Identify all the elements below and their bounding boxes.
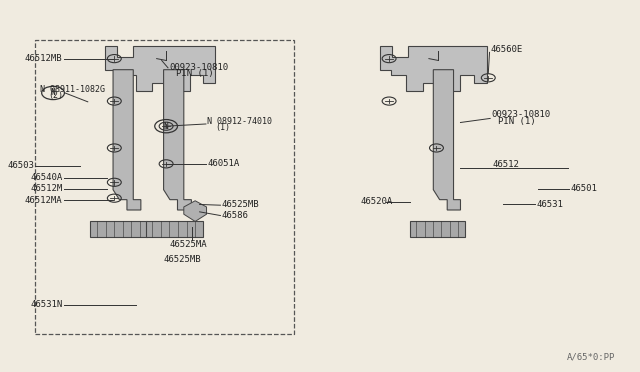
Polygon shape <box>105 46 216 91</box>
Polygon shape <box>184 201 207 221</box>
Text: 46051A: 46051A <box>207 159 239 169</box>
Text: 00923-10810: 00923-10810 <box>169 62 228 72</box>
Text: 46525MA: 46525MA <box>170 240 207 249</box>
Text: N: N <box>164 122 168 131</box>
Text: 46560E: 46560E <box>491 45 523 54</box>
Polygon shape <box>410 221 465 237</box>
Text: PIN (1): PIN (1) <box>498 116 536 125</box>
Polygon shape <box>146 221 203 237</box>
Text: 46512M: 46512M <box>30 184 63 193</box>
Polygon shape <box>433 70 460 210</box>
Text: 46512: 46512 <box>492 160 519 169</box>
Polygon shape <box>113 70 141 210</box>
Polygon shape <box>164 70 191 210</box>
Text: 46531N: 46531N <box>30 300 63 310</box>
Text: 46520A: 46520A <box>361 197 393 206</box>
Text: 46512MA: 46512MA <box>25 196 63 205</box>
Text: PIN (1): PIN (1) <box>175 69 213 78</box>
Text: N 08912-74010: N 08912-74010 <box>207 117 272 126</box>
Text: 46540A: 46540A <box>30 173 63 182</box>
Polygon shape <box>380 46 487 91</box>
Text: 46525MB: 46525MB <box>221 200 259 209</box>
Text: (1): (1) <box>216 123 230 132</box>
Text: N: N <box>51 89 56 97</box>
Text: 46525MB: 46525MB <box>164 254 201 264</box>
Text: 46531: 46531 <box>536 200 563 209</box>
Text: 46586: 46586 <box>221 211 248 220</box>
Text: 00923-10810: 00923-10810 <box>492 110 550 119</box>
Text: N 08911-1082G: N 08911-1082G <box>40 85 105 94</box>
Text: A/65*0:PP: A/65*0:PP <box>567 352 616 361</box>
Text: 46501: 46501 <box>570 184 597 193</box>
Polygon shape <box>90 221 147 237</box>
Text: 46512MB: 46512MB <box>25 54 63 63</box>
Text: (2): (2) <box>48 91 63 100</box>
Text: 46503: 46503 <box>7 161 34 170</box>
